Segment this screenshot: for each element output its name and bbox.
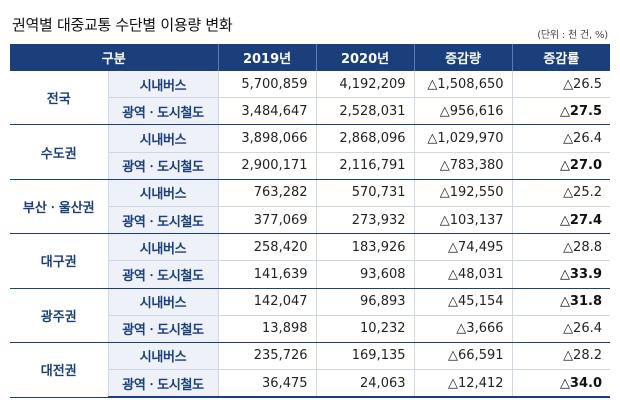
rate-cell: △28.2 [512, 342, 611, 371]
table-row: 광역ㆍ도시철도 36,475 24,063 △12,412 △34.0 [10, 369, 611, 399]
table-row: 광역ㆍ도시철도 377,069 273,932 △103,137 △27.4 [10, 206, 611, 235]
rate-cell: △34.0 [512, 369, 611, 399]
value-2020-cell: 2,116,791 [316, 152, 415, 180]
value-2020-cell: 93,608 [316, 260, 415, 289]
rate-cell: △27.4 [512, 206, 611, 235]
value-2019-cell: 141,639 [218, 260, 317, 289]
table-row: 광주권 시내버스 142,047 96,893 △45,154 △31.8 [10, 288, 611, 343]
value-2019-cell: 763,282 [218, 179, 317, 207]
value-2019-cell: 377,069 [218, 206, 317, 235]
value-2020-cell: 24,063 [316, 369, 415, 399]
value-2020-cell: 570,731 [316, 179, 415, 207]
diff-cell: △48,031 [414, 260, 513, 289]
diff-cell: △66,591 [414, 342, 513, 371]
diff-cell: △45,154 [414, 288, 513, 316]
value-2020-cell: 96,893 [316, 288, 415, 316]
table-header-row: 구분 2019년 2020년 증감량 증감률 [10, 44, 611, 71]
value-2020-cell: 2,528,031 [316, 97, 415, 126]
value-2020-cell: 10,232 [316, 315, 415, 343]
header-diff: 증감량 [413, 44, 513, 71]
value-2020-cell: 183,926 [316, 233, 415, 262]
rate-cell: △26.4 [512, 315, 611, 343]
mode-cell: 시내버스 [108, 233, 219, 262]
mode-cell: 시내버스 [108, 179, 219, 207]
table-row: 부산ㆍ울산권 시내버스 763,282 570,731 △192,550 △25.2 [10, 179, 611, 235]
value-2020-cell: 4,192,209 [316, 71, 415, 99]
diff-cell: △192,550 [414, 179, 513, 207]
table-row: 광역ㆍ도시철도 3,484,647 2,528,031 △956,616 △27.5 [10, 97, 611, 126]
mode-cell: 시내버스 [108, 342, 219, 371]
rate-cell: △27.5 [512, 97, 611, 126]
page-title: 권역별 대중교통 수단별 이용량 변화 [12, 16, 233, 34]
value-2019-cell: 235,726 [218, 342, 317, 371]
mode-cell: 광역ㆍ도시철도 [108, 152, 219, 180]
diff-cell: △103,137 [414, 206, 513, 235]
unit-note: (단위 : 천 건, %) [537, 30, 608, 41]
mode-cell: 광역ㆍ도시철도 [108, 369, 219, 399]
mode-cell: 시내버스 [108, 124, 219, 153]
diff-cell: △1,508,650 [414, 71, 513, 99]
value-2019-cell: 3,898,066 [218, 124, 317, 153]
data-table: 구분 2019년 2020년 증감량 증감률 전국 시내버스 5,700,859 4,… [10, 44, 611, 399]
region-cell: 전국 [10, 71, 109, 126]
diff-cell: △74,495 [414, 233, 513, 262]
region-cell: 대전권 [10, 342, 109, 398]
rate-cell: △26.4 [512, 124, 611, 153]
mode-cell: 광역ㆍ도시철도 [108, 315, 219, 343]
header-rate: 증감률 [511, 44, 611, 71]
rate-cell: △27.0 [512, 152, 611, 180]
table-row: 대구권 시내버스 258,420 183,926 △74,495 △28.8 [10, 233, 611, 289]
diff-cell: △783,380 [414, 152, 513, 180]
header-category: 구분 [10, 44, 219, 71]
table-row: 전국 시내버스 5,700,859 4,192,209 △1,508,650 △26.5 [10, 71, 611, 126]
region-cell: 수도권 [10, 124, 109, 180]
diff-cell: △12,412 [414, 369, 513, 399]
value-2019-cell: 258,420 [218, 233, 317, 262]
diff-cell: △3,666 [414, 315, 513, 343]
rate-cell: △31.8 [512, 288, 611, 316]
value-2020-cell: 273,932 [316, 206, 415, 235]
rate-cell: △25.2 [512, 179, 611, 207]
diff-cell: △956,616 [414, 97, 513, 126]
header-2020: 2020년 [315, 44, 415, 71]
mode-cell: 광역ㆍ도시철도 [108, 206, 219, 235]
mode-cell: 시내버스 [108, 288, 219, 316]
rate-cell: △33.9 [512, 260, 611, 289]
rate-cell: △28.8 [512, 233, 611, 262]
value-2019-cell: 2,900,171 [218, 152, 317, 180]
table-row: 수도권 시내버스 3,898,066 2,868,096 △1,029,970 △26.4 [10, 124, 611, 180]
value-2019-cell: 36,475 [218, 369, 317, 399]
table-row: 광역ㆍ도시철도 13,898 10,232 △3,666 △26.4 [10, 315, 611, 343]
value-2020-cell: 169,135 [316, 342, 415, 371]
table-body: 전국 시내버스 5,700,859 4,192,209 △1,508,650 △26.5 광… [10, 71, 611, 399]
rate-cell: △26.5 [512, 71, 611, 99]
mode-cell: 광역ㆍ도시철도 [108, 97, 219, 126]
mode-cell: 시내버스 [108, 71, 219, 99]
value-2019-cell: 142,047 [218, 288, 317, 316]
value-2019-cell: 3,484,647 [218, 97, 317, 126]
diff-cell: △1,029,970 [414, 124, 513, 153]
table-row: 광역ㆍ도시철도 2,900,171 2,116,791 △783,380 △27.0 [10, 152, 611, 180]
value-2019-cell: 5,700,859 [218, 71, 317, 99]
value-2019-cell: 13,898 [218, 315, 317, 343]
table-row: 대전권 시내버스 235,726 169,135 △66,591 △28.2 [10, 342, 611, 398]
region-cell: 부산ㆍ울산권 [10, 179, 109, 235]
region-cell: 광주권 [10, 288, 109, 343]
header-2019: 2019년 [217, 44, 317, 71]
region-cell: 대구권 [10, 233, 109, 289]
value-2020-cell: 2,868,096 [316, 124, 415, 153]
table-row: 광역ㆍ도시철도 141,639 93,608 △48,031 △33.9 [10, 260, 611, 289]
mode-cell: 광역ㆍ도시철도 [108, 260, 219, 289]
